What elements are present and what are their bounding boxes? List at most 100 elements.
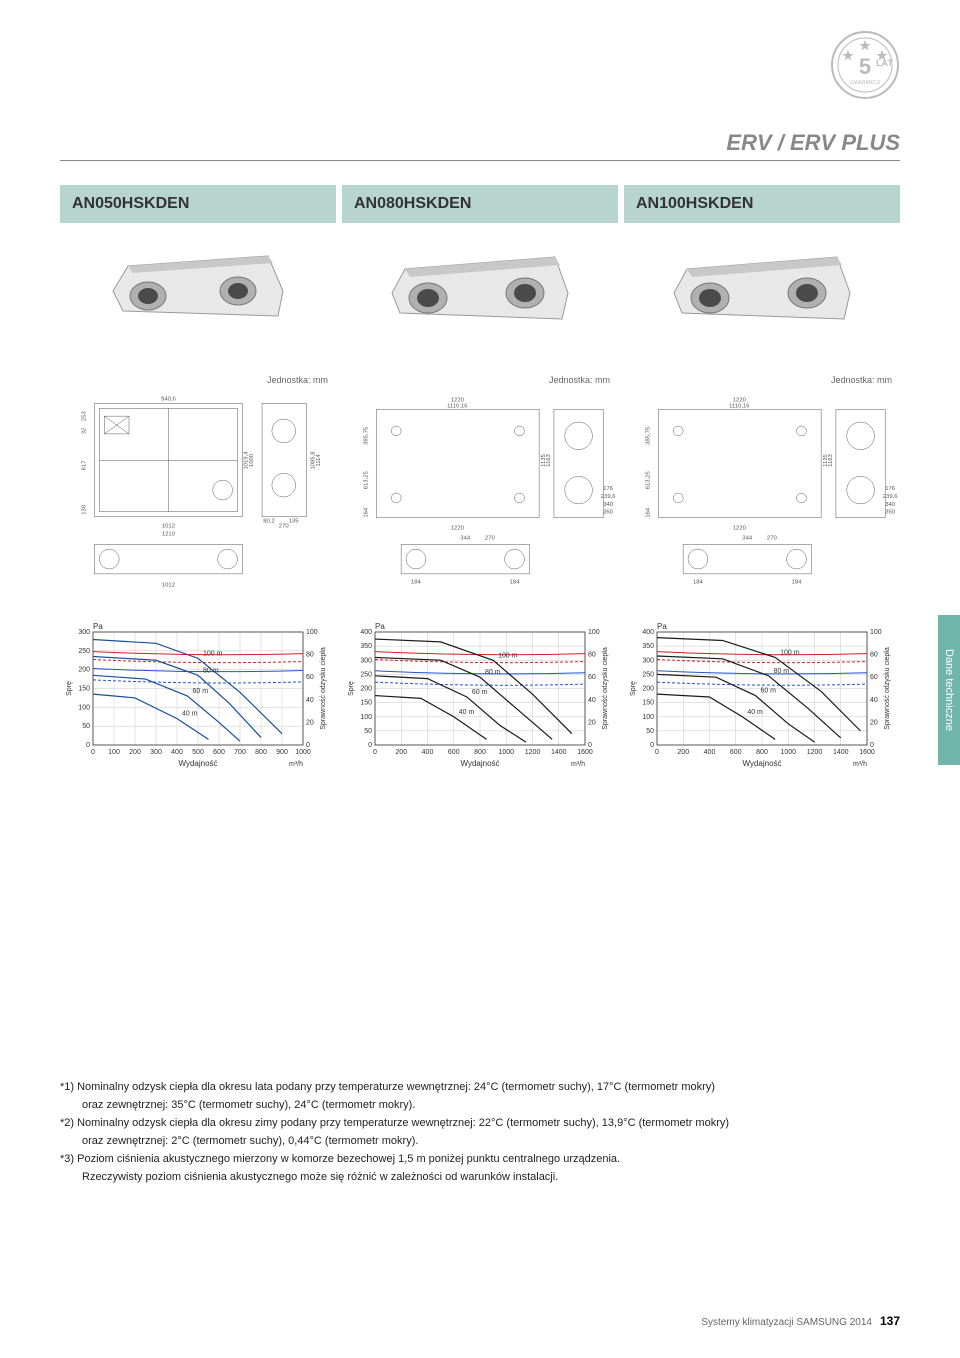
svg-text:Sprawność odzysku ciepła: Sprawność odzysku ciepła bbox=[320, 647, 327, 730]
svg-text:Sprę: Sprę bbox=[630, 681, 637, 696]
svg-text:250: 250 bbox=[360, 671, 372, 678]
svg-text:500: 500 bbox=[192, 749, 204, 756]
svg-text:1220: 1220 bbox=[733, 526, 747, 532]
drawing-0: 940,6 253 32 617 130 1012 1210 1000 1019… bbox=[60, 390, 336, 600]
svg-text:613,25: 613,25 bbox=[364, 470, 370, 489]
svg-text:100: 100 bbox=[78, 704, 90, 711]
svg-text:50: 50 bbox=[646, 728, 654, 735]
footnote-2b: oraz zewnętrznej: 2°C (termometr suchy),… bbox=[60, 1134, 900, 1150]
svg-text:0: 0 bbox=[306, 742, 310, 749]
svg-text:40 m: 40 m bbox=[747, 709, 763, 716]
drawing-1: 1220 1110,16 385,75 613,25 164 1135 1163… bbox=[342, 390, 618, 600]
svg-text:80: 80 bbox=[588, 652, 596, 659]
svg-text:Wydajność: Wydajność bbox=[742, 759, 781, 768]
svg-text:1400: 1400 bbox=[833, 749, 849, 756]
svg-text:164: 164 bbox=[364, 507, 370, 518]
svg-text:100: 100 bbox=[588, 629, 600, 636]
svg-text:1210: 1210 bbox=[162, 531, 176, 537]
svg-text:600: 600 bbox=[730, 749, 742, 756]
svg-text:20: 20 bbox=[588, 719, 596, 726]
svg-text:GWARANCJI: GWARANCJI bbox=[850, 80, 880, 86]
svg-text:385,75: 385,75 bbox=[646, 426, 652, 445]
svg-text:344: 344 bbox=[460, 535, 471, 541]
svg-text:50: 50 bbox=[82, 723, 90, 730]
svg-text:130: 130 bbox=[82, 504, 88, 515]
svg-text:150: 150 bbox=[78, 686, 90, 693]
svg-text:Pa: Pa bbox=[657, 622, 667, 631]
svg-text:300: 300 bbox=[642, 657, 654, 664]
unit-label-2: Jednostka: mm bbox=[624, 375, 900, 385]
svg-text:m³/h: m³/h bbox=[571, 761, 585, 768]
svg-text:60: 60 bbox=[870, 674, 878, 681]
svg-text:300: 300 bbox=[78, 629, 90, 636]
footnote-1: *1) Nominalny odzysk ciepła dla okresu l… bbox=[60, 1080, 900, 1096]
footnote-2: *2) Nominalny odzysk ciepła dla okresu z… bbox=[60, 1116, 900, 1132]
svg-text:200: 200 bbox=[642, 686, 654, 693]
svg-text:184: 184 bbox=[792, 580, 803, 586]
svg-text:80,2: 80,2 bbox=[263, 519, 275, 525]
svg-text:1000: 1000 bbox=[295, 749, 311, 756]
svg-text:0: 0 bbox=[870, 742, 874, 749]
unit-label-1: Jednostka: mm bbox=[342, 375, 618, 385]
svg-text:1110,16: 1110,16 bbox=[729, 403, 750, 409]
svg-text:40: 40 bbox=[870, 697, 878, 704]
footnote-3: *3) Poziom ciśnienia akustycznego mierzo… bbox=[60, 1152, 900, 1168]
svg-text:300: 300 bbox=[150, 749, 162, 756]
product-model-0: AN050HSKDEN bbox=[60, 185, 336, 223]
svg-text:80: 80 bbox=[306, 652, 314, 659]
svg-text:700: 700 bbox=[234, 749, 246, 756]
svg-text:1200: 1200 bbox=[807, 749, 823, 756]
svg-text:m³/h: m³/h bbox=[289, 761, 303, 768]
svg-text:Sprę: Sprę bbox=[66, 681, 73, 696]
svg-text:100: 100 bbox=[642, 714, 654, 721]
svg-text:100: 100 bbox=[108, 749, 120, 756]
svg-text:800: 800 bbox=[474, 749, 486, 756]
product-image-2 bbox=[624, 231, 900, 341]
svg-text:239,6: 239,6 bbox=[601, 494, 616, 500]
svg-text:1400: 1400 bbox=[551, 749, 567, 756]
svg-text:253: 253 bbox=[82, 411, 88, 422]
svg-text:20: 20 bbox=[870, 719, 878, 726]
svg-text:344: 344 bbox=[742, 535, 753, 541]
svg-text:100 m: 100 m bbox=[780, 649, 800, 656]
svg-text:1200: 1200 bbox=[525, 749, 541, 756]
svg-text:Wydajność: Wydajność bbox=[460, 759, 499, 768]
svg-text:900: 900 bbox=[276, 749, 288, 756]
product-model-2: AN100HSKDEN bbox=[624, 185, 900, 223]
footnote-3b: Rzeczywisty poziom ciśnienia akustyczneg… bbox=[60, 1170, 900, 1186]
svg-text:1012: 1012 bbox=[162, 524, 175, 530]
products-row: AN050HSKDEN AN080HSKDEN bbox=[60, 185, 900, 341]
svg-text:Wydajność: Wydajność bbox=[178, 759, 217, 768]
svg-text:60 m: 60 m bbox=[193, 688, 209, 695]
drawings-row: 940,6 253 32 617 130 1012 1210 1000 1019… bbox=[60, 390, 900, 600]
svg-text:60: 60 bbox=[588, 674, 596, 681]
svg-text:1012: 1012 bbox=[162, 583, 175, 589]
svg-text:617: 617 bbox=[82, 460, 88, 470]
svg-text:40 m: 40 m bbox=[182, 711, 198, 718]
svg-text:613,25: 613,25 bbox=[646, 470, 652, 489]
svg-text:176: 176 bbox=[885, 486, 896, 492]
svg-text:350: 350 bbox=[360, 643, 372, 650]
svg-text:340: 340 bbox=[603, 502, 614, 508]
svg-text:400: 400 bbox=[422, 749, 434, 756]
svg-text:1019,4: 1019,4 bbox=[243, 451, 249, 470]
svg-text:400: 400 bbox=[360, 629, 372, 636]
svg-text:400: 400 bbox=[642, 629, 654, 636]
svg-text:60 m: 60 m bbox=[472, 689, 488, 696]
svg-text:0: 0 bbox=[373, 749, 377, 756]
svg-text:184: 184 bbox=[510, 580, 521, 586]
svg-text:385,75: 385,75 bbox=[364, 426, 370, 445]
page-title: ERV / ERV PLUS bbox=[60, 130, 900, 161]
svg-text:100 m: 100 m bbox=[203, 650, 223, 657]
svg-text:1163: 1163 bbox=[546, 453, 552, 466]
svg-text:1163: 1163 bbox=[828, 453, 834, 466]
svg-text:0: 0 bbox=[650, 742, 654, 749]
svg-text:940,6: 940,6 bbox=[161, 396, 176, 402]
svg-text:1600: 1600 bbox=[859, 749, 875, 756]
svg-text:60: 60 bbox=[306, 674, 314, 681]
svg-text:40: 40 bbox=[306, 697, 314, 704]
svg-text:80: 80 bbox=[870, 652, 878, 659]
svg-text:80 m: 80 m bbox=[203, 667, 219, 674]
svg-text:0: 0 bbox=[588, 742, 592, 749]
svg-text:1000: 1000 bbox=[498, 749, 514, 756]
